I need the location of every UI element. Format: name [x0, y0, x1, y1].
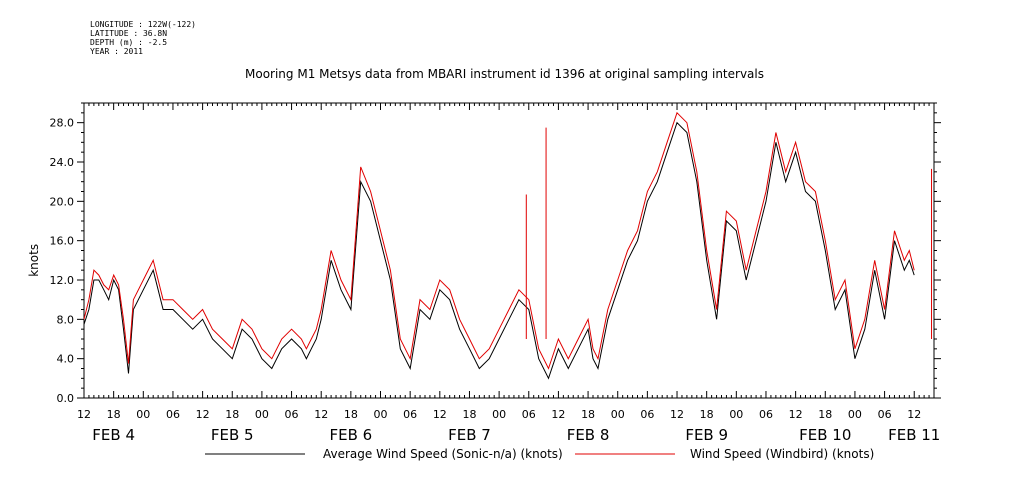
x-tick-label: 12 [314, 408, 328, 421]
x-tick-label: 18 [344, 408, 358, 421]
date-label: FEB 5 [211, 426, 254, 444]
date-label: FEB 9 [685, 426, 728, 444]
x-tick-label: 06 [285, 408, 299, 421]
x-tick-label: 12 [196, 408, 210, 421]
series-line-windbird [83, 111, 915, 370]
x-tick-label: 18 [818, 408, 832, 421]
x-tick-label: 06 [878, 408, 892, 421]
y-tick-label: 8.0 [57, 313, 75, 326]
x-tick-label: 06 [640, 408, 654, 421]
date-label: FEB 7 [448, 426, 491, 444]
x-tick-label: 00 [136, 408, 150, 421]
y-tick-label: 16.0 [50, 235, 75, 248]
x-tick-label: 06 [759, 408, 773, 421]
y-tick-label: 12.0 [50, 274, 75, 287]
x-tick-label: 12 [551, 408, 565, 421]
x-tick-label: 06 [403, 408, 417, 421]
date-label: FEB 6 [330, 426, 373, 444]
chart-title: Mooring M1 Metsys data from MBARI instru… [245, 67, 764, 81]
x-tick-label: 00 [492, 408, 506, 421]
latitude-label: LATITUDE : 36.8N [90, 29, 168, 38]
x-tick-label: 18 [700, 408, 714, 421]
y-tick-label: 4.0 [57, 353, 75, 366]
x-tick-label: 12 [77, 408, 91, 421]
series-layer [83, 111, 933, 380]
x-tick-label: 00 [611, 408, 625, 421]
x-tick-label: 12 [433, 408, 447, 421]
x-tick-label: 06 [166, 408, 180, 421]
legend-label-average: Average Wind Speed (Sonic-n/a) (knots) [323, 447, 563, 461]
x-tick-label: 12 [907, 408, 921, 421]
y-axis-label: knots [27, 244, 41, 277]
x-tick-label: 00 [848, 408, 862, 421]
x-tick-label: 00 [374, 408, 388, 421]
legend: Average Wind Speed (Sonic-n/a) (knots) W… [205, 447, 874, 461]
legend-label-windbird: Wind Speed (Windbird) (knots) [690, 447, 874, 461]
depth-label: DEPTH (m) : -2.5 [90, 38, 168, 47]
x-tick-label: 06 [522, 408, 536, 421]
x-tick-label: 18 [107, 408, 121, 421]
longitude-label: LONGITUDE : 122W(-122) [90, 20, 196, 29]
x-tick-label: 18 [225, 408, 239, 421]
date-label: FEB 11 [888, 426, 940, 444]
axis-labels: 0.0 4.0 8.0 12.0 16.0 20.0 24.0 28.0 knots 12 18 00… [27, 117, 940, 444]
plot-frame [83, 102, 935, 399]
date-label: FEB 4 [92, 426, 135, 444]
year-label: YEAR : 2011 [90, 47, 143, 56]
x-tick-label: 18 [581, 408, 595, 421]
date-label: FEB 10 [799, 426, 851, 444]
x-tick-label: 00 [255, 408, 269, 421]
series-line-average [83, 121, 915, 380]
y-tick-label: 20.0 [50, 195, 75, 208]
x-tick-label: 18 [462, 408, 476, 421]
plot-axes [77, 102, 941, 399]
x-tick-label: 12 [789, 408, 803, 421]
y-tick-label: 28.0 [50, 117, 75, 130]
x-tick-label: 00 [729, 408, 743, 421]
x-tick-label: 12 [670, 408, 684, 421]
metadata-block: LONGITUDE : 122W(-122) LATITUDE : 36.8N … [90, 20, 196, 56]
y-tick-label: 24.0 [50, 156, 75, 169]
date-label: FEB 8 [567, 426, 610, 444]
y-tick-label: 0.0 [57, 392, 75, 405]
